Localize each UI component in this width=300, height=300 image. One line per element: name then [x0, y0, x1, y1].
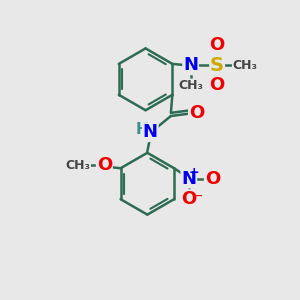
Text: O: O — [209, 36, 225, 54]
Text: CH₃: CH₃ — [232, 59, 258, 72]
Text: O: O — [181, 190, 196, 208]
Text: O: O — [97, 156, 112, 174]
Text: +: + — [189, 166, 200, 179]
Text: H: H — [136, 122, 148, 137]
Text: O: O — [205, 169, 220, 188]
Text: S: S — [210, 56, 224, 75]
Text: O: O — [209, 76, 225, 94]
Text: O: O — [189, 104, 204, 122]
Text: N: N — [183, 56, 198, 74]
Text: ⁻: ⁻ — [195, 192, 203, 207]
Text: CH₃: CH₃ — [178, 79, 203, 92]
Text: N: N — [143, 123, 158, 141]
Text: N: N — [181, 169, 196, 188]
Text: CH₃: CH₃ — [65, 159, 90, 172]
